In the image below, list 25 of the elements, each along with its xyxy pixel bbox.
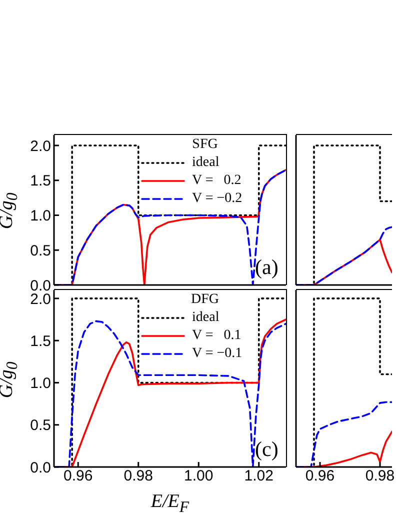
legend-label: V = 0.1 bbox=[192, 328, 242, 344]
x-tick-label: 0.96 bbox=[305, 468, 335, 485]
y-tick-label: 1.5 bbox=[30, 172, 51, 190]
y-tick-label: 0.0 bbox=[30, 459, 51, 476]
legend-label: V = −0.2 bbox=[192, 191, 242, 207]
y-tick-label: 0.5 bbox=[30, 242, 51, 260]
legend-title: DFG bbox=[190, 292, 220, 309]
y-tick-label: 1.0 bbox=[30, 208, 51, 225]
legend-title: SFG bbox=[191, 137, 219, 154]
annotation: (a) bbox=[255, 255, 278, 280]
y-tick-label: 1.0 bbox=[30, 375, 51, 392]
x-tick-label: 0.98 bbox=[365, 468, 395, 485]
legend-label: V = 0.2 bbox=[192, 173, 242, 189]
x-tick-label: 0.96 bbox=[64, 468, 93, 485]
annotation: (c) bbox=[255, 437, 278, 462]
y-tick-label: 0.5 bbox=[30, 417, 51, 434]
y-tick-label: 1.5 bbox=[30, 332, 51, 350]
legend-label: ideal bbox=[192, 310, 220, 326]
legend-label: ideal bbox=[192, 155, 220, 171]
x-tick-label: 1.02 bbox=[244, 468, 274, 485]
x-axis-title: E/E$_{F}$ bbox=[150, 491, 190, 516]
legend-label: V = −0.1 bbox=[192, 346, 242, 362]
x-tick-label: 0.98 bbox=[124, 468, 153, 485]
x-tick-label: 1.00 bbox=[184, 468, 214, 485]
y-tick-label: 2.0 bbox=[30, 138, 51, 155]
